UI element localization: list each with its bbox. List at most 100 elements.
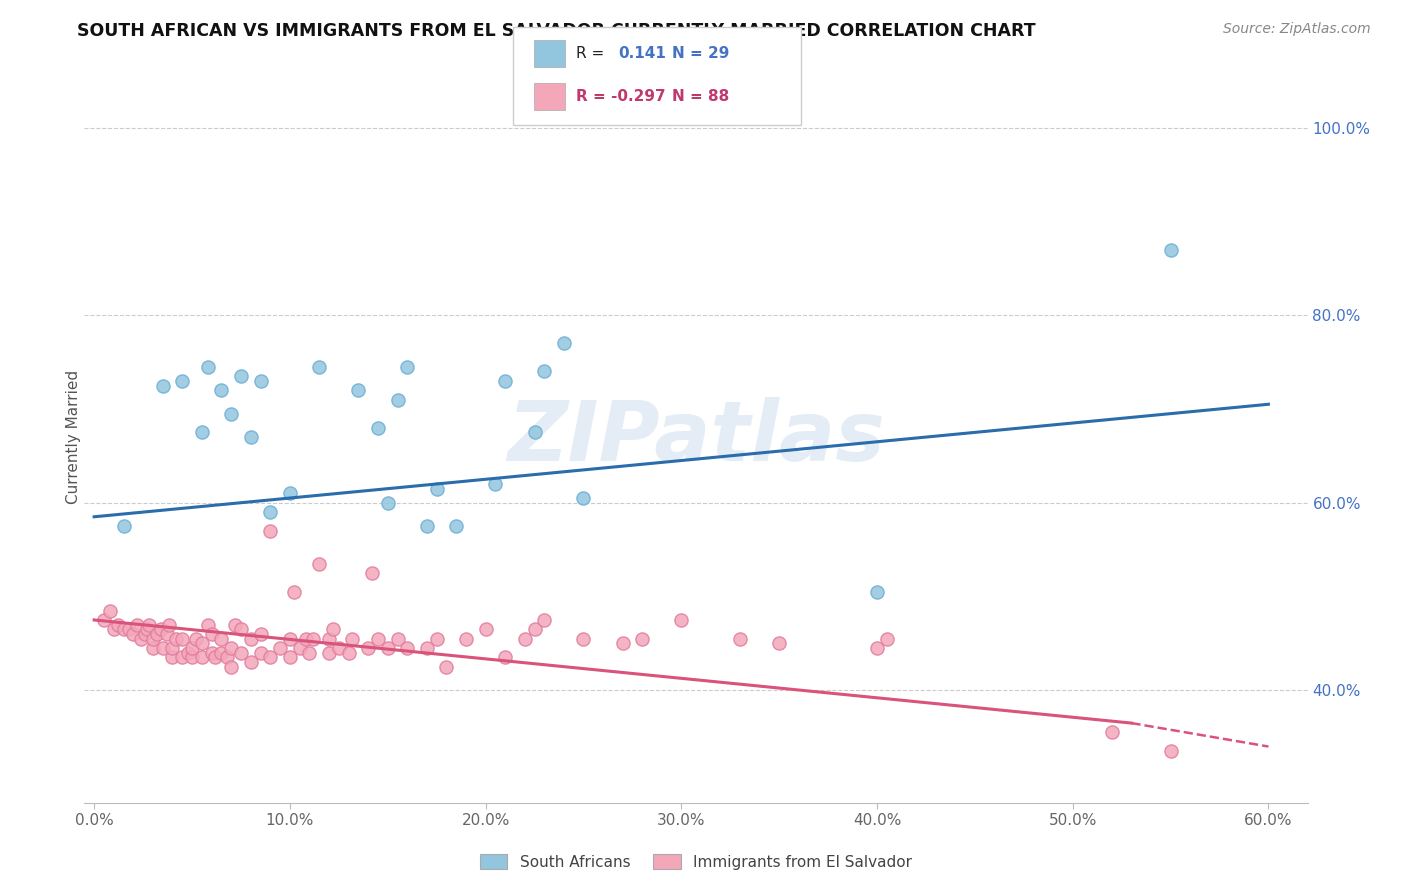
Point: [298, 646, 321, 660]
Point: [184, 632, 207, 646]
Point: [107, 617, 129, 632]
Y-axis label: Currently Married: Currently Married: [66, 370, 80, 504]
Point: [866, 641, 889, 656]
Point: [162, 641, 184, 656]
Point: [127, 617, 149, 632]
Point: [357, 641, 380, 656]
Point: [396, 359, 419, 374]
Point: [134, 627, 156, 641]
Point: [181, 641, 204, 656]
Point: [523, 425, 546, 440]
Point: [728, 632, 751, 646]
Point: [278, 650, 301, 665]
Point: [136, 623, 159, 637]
Point: [249, 646, 271, 660]
Point: [278, 632, 301, 646]
Point: [294, 632, 316, 646]
Point: [146, 627, 169, 641]
Point: [426, 482, 449, 496]
Point: [377, 496, 399, 510]
Point: [533, 613, 555, 627]
Text: R = -0.297: R = -0.297: [576, 89, 666, 103]
Point: [572, 491, 595, 505]
Point: [172, 650, 194, 665]
Point: [322, 623, 344, 637]
Point: [1160, 243, 1182, 257]
Text: ZIPatlas: ZIPatlas: [508, 397, 884, 477]
Point: [197, 617, 219, 632]
Point: [387, 392, 409, 407]
Point: [474, 623, 496, 637]
Point: [165, 632, 187, 646]
Point: [209, 646, 232, 660]
Point: [269, 641, 291, 656]
Point: [239, 655, 262, 669]
Point: [259, 505, 281, 519]
Point: [157, 617, 180, 632]
Point: [197, 359, 219, 374]
Point: [444, 519, 467, 533]
Point: [259, 650, 281, 665]
Point: [278, 486, 301, 500]
Point: [177, 646, 200, 660]
Text: SOUTH AFRICAN VS IMMIGRANTS FROM EL SALVADOR CURRENTLY MARRIED CORRELATION CHART: SOUTH AFRICAN VS IMMIGRANTS FROM EL SALV…: [77, 22, 1036, 40]
Point: [172, 632, 194, 646]
Point: [229, 646, 252, 660]
Point: [217, 650, 239, 665]
Point: [308, 557, 330, 571]
Point: [396, 641, 419, 656]
Point: [200, 627, 222, 641]
Point: [387, 632, 409, 646]
Text: N = 88: N = 88: [672, 89, 730, 103]
Point: [118, 623, 141, 637]
Point: [93, 613, 115, 627]
Point: [219, 660, 242, 674]
Point: [377, 641, 399, 656]
Point: [553, 336, 575, 351]
Point: [342, 632, 364, 646]
Point: [631, 632, 654, 646]
Point: [98, 603, 121, 617]
Point: [239, 632, 262, 646]
Point: [426, 632, 449, 646]
Point: [671, 613, 693, 627]
Point: [112, 623, 135, 637]
Point: [259, 524, 281, 538]
Point: [1160, 744, 1182, 758]
Point: [1101, 725, 1123, 739]
Point: [181, 650, 204, 665]
Point: [112, 519, 135, 533]
Point: [876, 632, 898, 646]
Text: N = 29: N = 29: [672, 46, 730, 61]
Point: [454, 632, 477, 646]
Point: [288, 641, 311, 656]
Point: [484, 477, 506, 491]
Point: [239, 430, 262, 444]
Point: [249, 627, 271, 641]
Point: [152, 641, 174, 656]
Point: [436, 660, 458, 674]
Point: [142, 632, 165, 646]
Point: [229, 623, 252, 637]
Point: [172, 374, 194, 388]
Point: [219, 641, 242, 656]
Point: [367, 632, 389, 646]
Point: [513, 632, 536, 646]
Point: [209, 632, 232, 646]
Point: [122, 627, 145, 641]
Point: [318, 632, 340, 646]
Point: [866, 584, 889, 599]
Point: [229, 369, 252, 384]
Point: [308, 359, 330, 374]
Point: [224, 617, 246, 632]
Point: [209, 383, 232, 397]
Point: [318, 646, 340, 660]
Point: [142, 641, 165, 656]
Point: [191, 636, 214, 650]
Point: [768, 636, 790, 650]
Point: [416, 519, 439, 533]
Point: [204, 650, 226, 665]
Text: R =: R =: [576, 46, 605, 61]
Point: [249, 374, 271, 388]
Point: [219, 407, 242, 421]
